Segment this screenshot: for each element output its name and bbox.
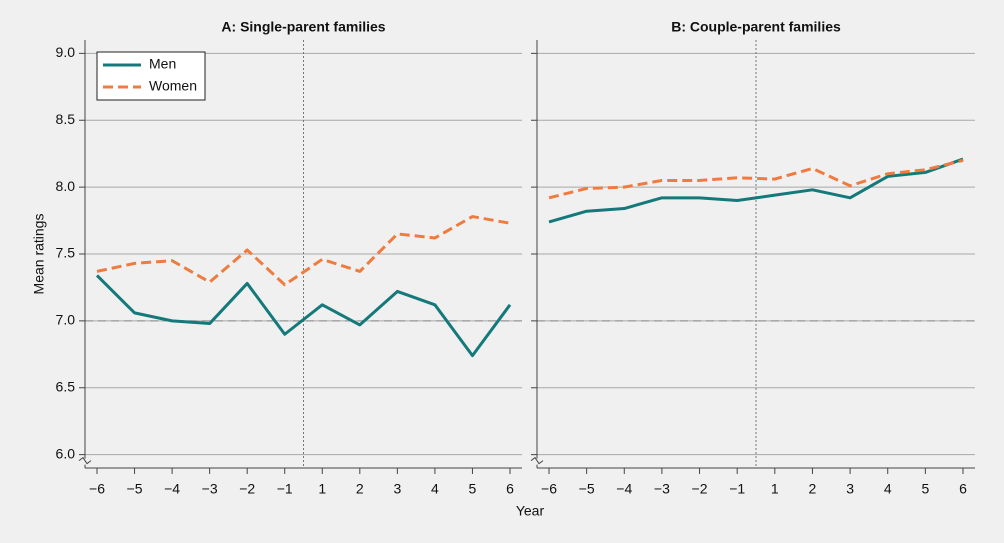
legend-label: Men xyxy=(149,56,176,72)
x-tick-label: 2 xyxy=(809,481,817,497)
x-tick-label: −4 xyxy=(616,481,632,497)
panel-title: A: Single-parent families xyxy=(221,19,385,35)
x-tick-label: 1 xyxy=(771,481,779,497)
series-line xyxy=(96,215,511,287)
axis-break xyxy=(78,456,92,465)
axis-break-gap xyxy=(533,458,541,465)
x-tick-label: 6 xyxy=(959,481,967,497)
panel-title: B: Couple-parent families xyxy=(671,19,841,35)
x-tick-label: 2 xyxy=(356,481,364,497)
x-tick-label: −5 xyxy=(579,481,595,497)
y-tick-label: 7.0 xyxy=(56,312,76,328)
x-tick-label: −2 xyxy=(239,481,255,497)
x-tick-label: −1 xyxy=(729,481,745,497)
legend-label: Women xyxy=(149,78,197,94)
x-tick-label: −3 xyxy=(654,481,670,497)
x-tick-label: −1 xyxy=(277,481,293,497)
x-tick-label: −6 xyxy=(541,481,557,497)
axis-break-gap xyxy=(81,458,89,465)
x-axis-label: Year xyxy=(516,503,545,519)
x-tick-label: −4 xyxy=(164,481,180,497)
y-tick-label: 7.5 xyxy=(56,245,76,261)
y-tick-label: 9.0 xyxy=(56,44,76,60)
x-tick-label: 5 xyxy=(921,481,929,497)
x-tick-label: 5 xyxy=(469,481,477,497)
x-tick-label: −6 xyxy=(89,481,105,497)
x-tick-label: 6 xyxy=(506,481,514,497)
x-tick-label: −5 xyxy=(127,481,143,497)
series-line xyxy=(548,157,964,224)
y-tick-label: 6.0 xyxy=(56,445,76,461)
y-tick-label: 8.5 xyxy=(56,111,76,127)
x-tick-label: −2 xyxy=(692,481,708,497)
x-tick-label: 4 xyxy=(431,481,439,497)
y-tick-label: 8.0 xyxy=(56,178,76,194)
x-tick-label: 4 xyxy=(884,481,892,497)
y-axis-label: Mean ratings xyxy=(31,214,47,295)
x-tick-label: 1 xyxy=(318,481,326,497)
x-tick-label: 3 xyxy=(846,481,854,497)
series-line xyxy=(95,274,512,358)
legend-box xyxy=(96,51,206,101)
x-tick-label: 3 xyxy=(393,481,401,497)
axis-break xyxy=(530,456,544,465)
x-tick-label: −3 xyxy=(202,481,218,497)
y-tick-label: 6.5 xyxy=(56,378,76,394)
series-line xyxy=(548,158,964,200)
